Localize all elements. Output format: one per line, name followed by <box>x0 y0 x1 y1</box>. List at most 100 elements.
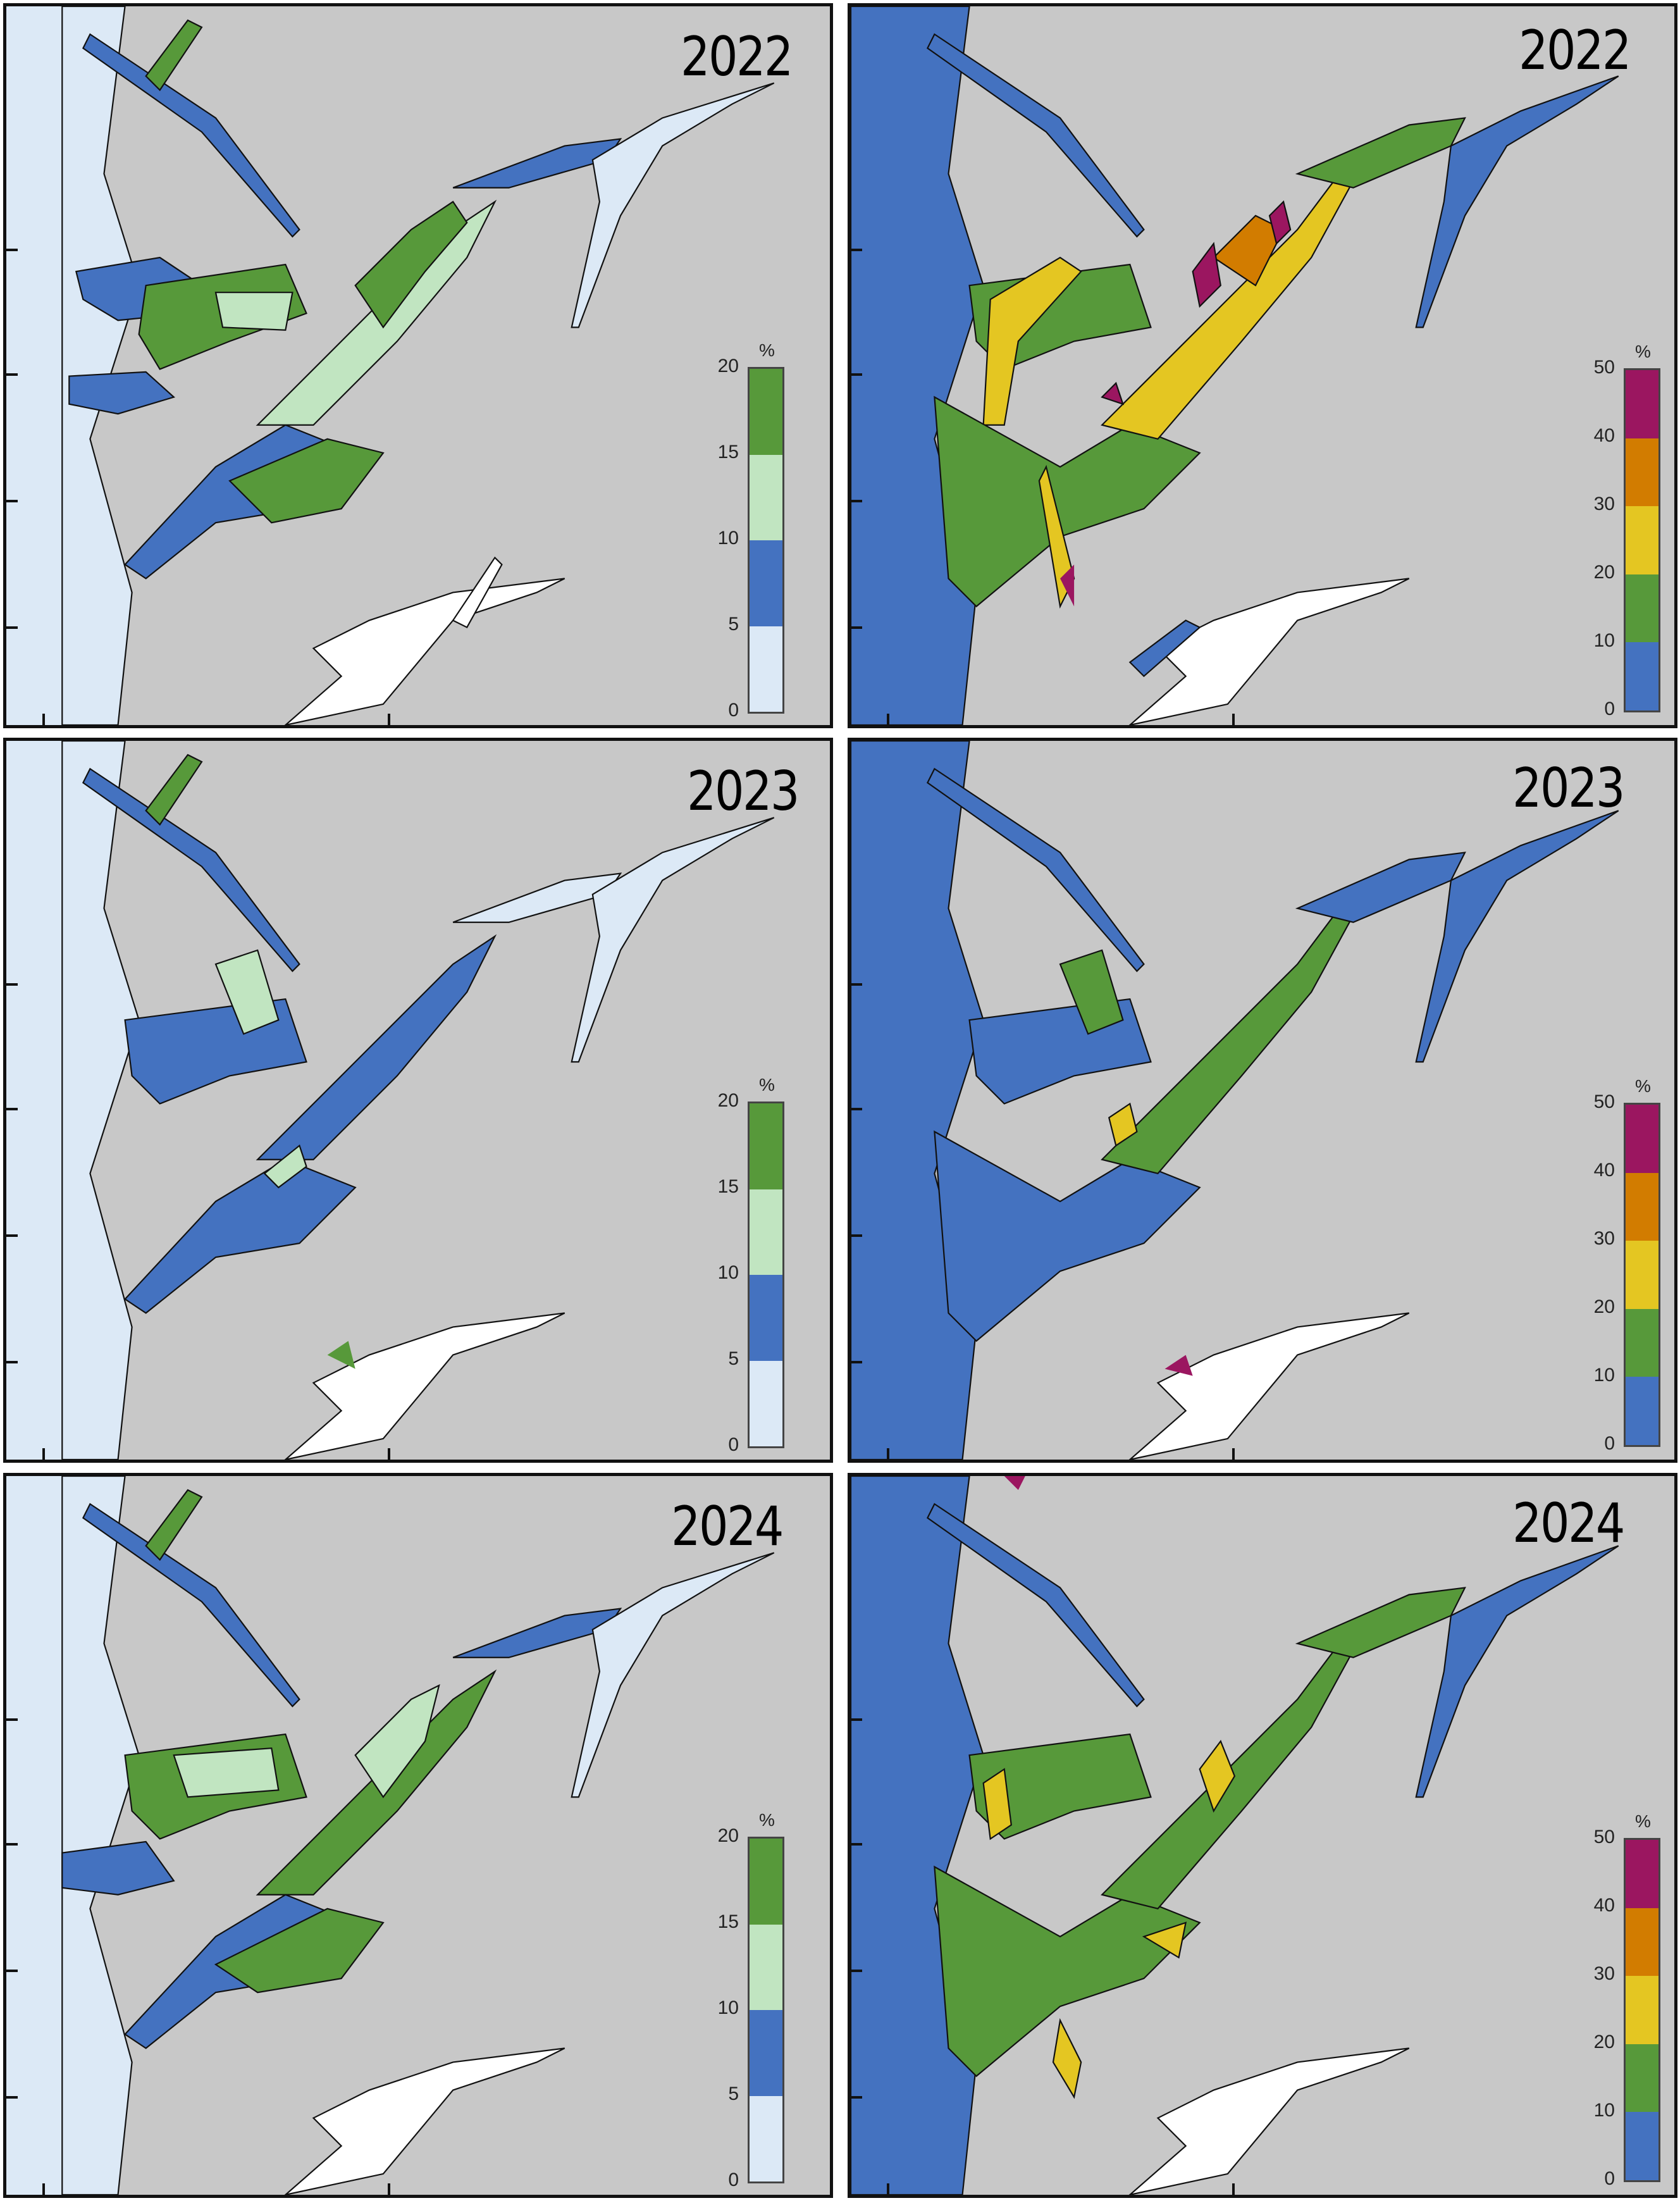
map-panel-left-2023: 2023 % 20 15 10 5 0 <box>3 738 833 1463</box>
colorbar-bin <box>1626 642 1658 711</box>
x-tick <box>1232 1448 1235 1460</box>
colorbar <box>748 1837 784 2183</box>
colorbar-tick: 10 <box>717 1262 739 1283</box>
colorbar-bin <box>1626 506 1658 574</box>
x-tick <box>1232 714 1235 725</box>
colorbar-unit: % <box>759 340 775 360</box>
colorbar-tick: 50 <box>1593 357 1615 378</box>
y-tick <box>6 983 18 986</box>
colorbar-tick: 0 <box>1604 2168 1615 2189</box>
y-tick <box>6 1361 18 1363</box>
colorbar-tick: 10 <box>717 1997 739 2018</box>
y-tick <box>6 2096 18 2099</box>
colorbar-tick: 10 <box>1593 2100 1615 2121</box>
colorbar-tick: 10 <box>717 528 739 549</box>
colorbar-bin <box>1626 1105 1658 1173</box>
colorbar-bin <box>750 540 782 626</box>
colorbar-tick: 20 <box>1593 2032 1615 2052</box>
map-panel-right-2023: 2023 % 50 40 30 20 10 0 <box>848 738 1677 1463</box>
colorbar-tick: 20 <box>1593 562 1615 583</box>
x-tick <box>1232 2183 1235 2195</box>
colorbar <box>1624 1838 1660 2182</box>
x-tick <box>388 1448 390 1460</box>
colorbar-tick: 0 <box>728 700 739 721</box>
colorbar-bin <box>750 1839 782 1925</box>
y-tick <box>851 1843 862 1846</box>
y-tick <box>6 1108 18 1110</box>
x-tick <box>42 2183 45 2195</box>
colorbar-bin <box>1626 1172 1658 1241</box>
colorbar-tick: 0 <box>1604 698 1615 719</box>
y-tick <box>851 983 862 986</box>
y-tick <box>851 626 862 629</box>
y-tick <box>6 1718 18 1721</box>
y-tick <box>6 1843 18 1846</box>
x-tick <box>887 1448 889 1460</box>
y-tick <box>851 249 862 251</box>
colorbar-tick: 20 <box>717 356 739 376</box>
x-tick <box>388 714 390 725</box>
colorbar-bin <box>1626 370 1658 438</box>
colorbar-bin <box>1626 1976 1658 2044</box>
colorbar-tick: 5 <box>728 1348 739 1369</box>
colorbar-tick: 0 <box>728 1434 739 1455</box>
colorbar-unit: % <box>759 1810 775 1830</box>
map-panel-left-2024: 2024 % 20 15 10 5 0 <box>3 1473 833 2198</box>
colorbar-unit: % <box>1635 342 1651 361</box>
fjord-map <box>6 741 775 1460</box>
colorbar-bin <box>1626 438 1658 507</box>
colorbar <box>748 1102 784 1448</box>
map-panel-right-2024: 2024 % 50 40 30 20 10 0 <box>848 1473 1677 2198</box>
colorbar-tick: 15 <box>717 442 739 462</box>
y-tick <box>6 626 18 629</box>
map-panel-left-2022: 2022 % 20 15 10 5 0 <box>3 3 833 728</box>
colorbar-bin <box>1626 2112 1658 2180</box>
year-label: 2023 <box>1512 757 1625 820</box>
colorbar-bin <box>750 1275 782 1361</box>
colorbar-tick: 0 <box>728 2169 739 2190</box>
y-tick <box>6 249 18 251</box>
colorbar-unit: % <box>759 1075 775 1095</box>
colorbar-tick: 20 <box>717 1825 739 1846</box>
colorbar-tick: 20 <box>1593 1296 1615 1317</box>
colorbar-tick: 30 <box>1593 1963 1615 1984</box>
colorbar-tick: 50 <box>1593 1827 1615 1847</box>
y-tick <box>851 1108 862 1110</box>
y-tick <box>6 1970 18 1972</box>
colorbar-bin <box>750 626 782 712</box>
colorbar-tick: 30 <box>1593 493 1615 514</box>
x-tick <box>388 2183 390 2195</box>
fjord-map <box>851 741 1619 1460</box>
fjord-map <box>851 6 1619 725</box>
colorbar <box>748 367 784 714</box>
colorbar-bin <box>750 454 782 540</box>
fjord-map <box>6 1476 775 2195</box>
colorbar-bin <box>1626 1840 1658 1908</box>
x-tick <box>42 1448 45 1460</box>
y-tick <box>851 1361 862 1363</box>
y-tick <box>851 1970 862 1972</box>
y-tick <box>851 1234 862 1237</box>
year-label: 2024 <box>671 1495 784 1558</box>
y-tick <box>6 500 18 502</box>
colorbar-tick: 20 <box>717 1090 739 1111</box>
year-label: 2024 <box>1512 1492 1625 1555</box>
colorbar-tick: 10 <box>1593 630 1615 651</box>
fjord-map <box>851 1476 1619 2195</box>
map-panel-right-2022: 2022 % 50 40 30 20 10 0 <box>848 3 1677 728</box>
colorbar-bin <box>750 1189 782 1275</box>
colorbar-tick: 50 <box>1593 1091 1615 1112</box>
colorbar-bin <box>1626 1377 1658 1445</box>
year-label: 2022 <box>1519 19 1631 82</box>
colorbar-unit: % <box>1635 1811 1651 1831</box>
colorbar-bin <box>1626 574 1658 643</box>
year-label: 2022 <box>681 25 793 89</box>
colorbar-bin <box>1626 2044 1658 2113</box>
colorbar-bin <box>750 1103 782 1189</box>
colorbar-bin <box>750 1924 782 2010</box>
colorbar-tick: 0 <box>1604 1433 1615 1454</box>
colorbar-tick: 15 <box>717 1911 739 1932</box>
y-tick <box>851 373 862 376</box>
x-tick <box>887 2183 889 2195</box>
y-tick <box>851 1718 862 1721</box>
